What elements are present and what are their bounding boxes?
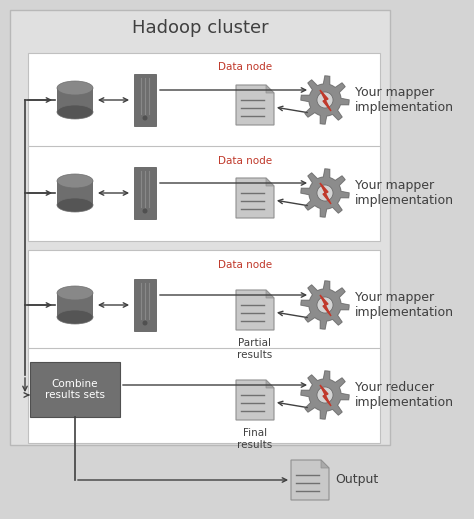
Bar — [134, 167, 156, 219]
Text: Your reducer
implementation: Your reducer implementation — [355, 381, 454, 409]
Polygon shape — [301, 281, 349, 329]
Polygon shape — [301, 169, 349, 217]
Text: Output: Output — [335, 473, 378, 486]
Polygon shape — [236, 290, 274, 330]
Polygon shape — [320, 90, 331, 111]
Bar — [28, 145, 380, 240]
Polygon shape — [320, 295, 331, 316]
Ellipse shape — [317, 92, 333, 108]
Bar — [30, 362, 120, 417]
Ellipse shape — [57, 174, 93, 188]
Ellipse shape — [57, 81, 93, 95]
Polygon shape — [266, 380, 274, 388]
Ellipse shape — [317, 387, 333, 403]
Ellipse shape — [317, 185, 333, 201]
Ellipse shape — [57, 310, 93, 324]
Ellipse shape — [143, 116, 147, 120]
Bar — [57, 181, 93, 205]
Ellipse shape — [143, 209, 147, 213]
Text: Combine
results sets: Combine results sets — [45, 379, 105, 400]
Bar — [57, 88, 93, 112]
Polygon shape — [301, 76, 349, 124]
Text: Your mapper
implementation: Your mapper implementation — [355, 86, 454, 114]
Polygon shape — [266, 85, 274, 93]
Bar — [57, 181, 93, 205]
Text: Final
results: Final results — [237, 428, 273, 449]
Polygon shape — [236, 380, 274, 420]
Ellipse shape — [57, 105, 93, 119]
Text: Data node: Data node — [218, 156, 272, 166]
Bar — [134, 74, 156, 126]
Bar — [28, 348, 380, 443]
Polygon shape — [320, 183, 331, 204]
Bar — [28, 250, 380, 360]
Polygon shape — [320, 385, 331, 406]
Bar — [57, 293, 93, 317]
Text: Data node: Data node — [218, 260, 272, 270]
Polygon shape — [266, 178, 274, 186]
Bar — [134, 279, 156, 331]
Polygon shape — [266, 290, 274, 298]
Ellipse shape — [317, 297, 333, 313]
Bar — [28, 52, 380, 147]
Polygon shape — [321, 460, 329, 468]
Polygon shape — [236, 85, 274, 125]
Polygon shape — [291, 460, 329, 500]
Text: Partial
results: Partial results — [237, 338, 273, 360]
Text: Your mapper
implementation: Your mapper implementation — [355, 179, 454, 207]
Bar — [10, 10, 390, 445]
Ellipse shape — [57, 286, 93, 300]
Polygon shape — [236, 178, 274, 218]
Text: Your mapper
implementation: Your mapper implementation — [355, 291, 454, 319]
Text: Data node: Data node — [218, 62, 272, 73]
Bar — [57, 88, 93, 112]
Ellipse shape — [57, 198, 93, 212]
Ellipse shape — [143, 321, 147, 325]
Polygon shape — [301, 371, 349, 419]
Text: Hadoop cluster: Hadoop cluster — [132, 19, 268, 37]
Bar — [57, 293, 93, 317]
